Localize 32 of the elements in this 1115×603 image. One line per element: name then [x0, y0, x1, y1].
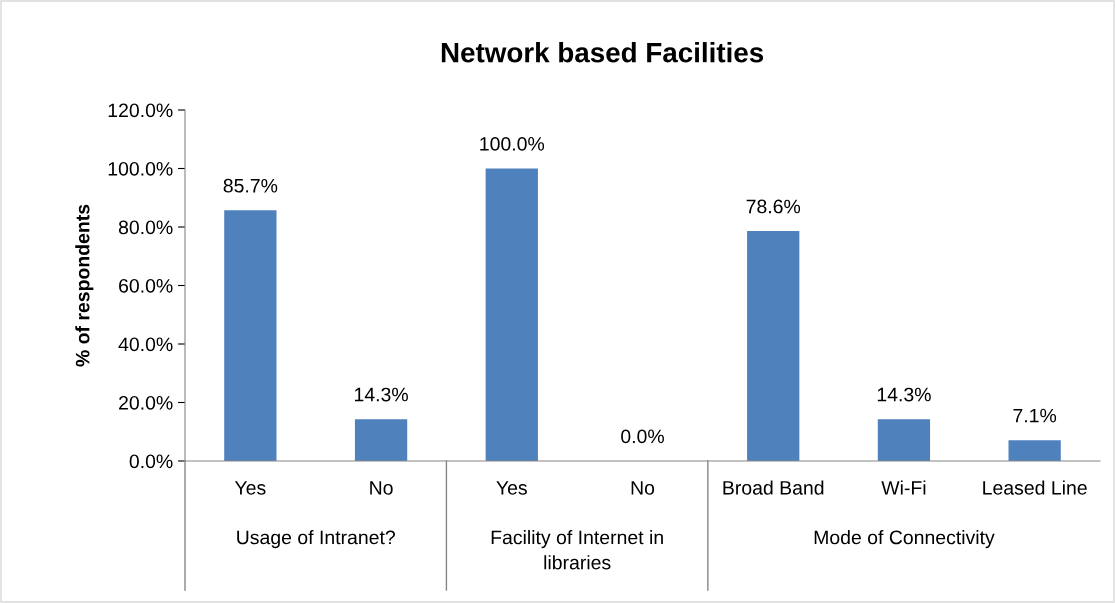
bar	[485, 168, 538, 461]
data-label: 78.6%	[746, 199, 801, 214]
y-tick-label: 60.0%	[119, 278, 173, 293]
y-tick-label: 40.0%	[118, 337, 173, 352]
text: Facility of Internet in libraries	[491, 530, 663, 570]
y-tick-label: 120.0%	[108, 103, 173, 118]
y-tick-label: 20.0%	[119, 395, 173, 410]
x-tick-label: No	[631, 481, 655, 495]
y-tick-label: 80.0%	[118, 220, 173, 235]
x-tick-label: Yes	[234, 481, 266, 495]
text: Usage of Intranet?	[237, 530, 395, 549]
chart-title: Network based Facilities	[441, 42, 764, 63]
data-label: 7.1%	[1013, 408, 1057, 423]
data-label: 14.3%	[877, 387, 931, 402]
data-label: 0.0%	[621, 429, 664, 444]
x-tick-label: Leased Line	[983, 480, 1087, 495]
bar	[354, 419, 408, 461]
x-tick-label: No	[370, 481, 393, 495]
bar	[747, 231, 800, 461]
data-label: 85.7%	[223, 178, 278, 193]
x-tick-label: Wi-Fi	[881, 480, 926, 495]
data-label: 14.3%	[354, 387, 408, 402]
bar	[877, 419, 931, 461]
y-tick-label: 100.0%	[108, 161, 173, 176]
text: Mode of Connectivity	[814, 530, 995, 549]
y-tick-label: 0.0%	[129, 454, 173, 469]
x-tick-label: Yes	[496, 481, 527, 495]
bar	[224, 210, 277, 461]
y-axis-title: % of respondents	[75, 204, 94, 367]
data-label: 100.0%	[480, 137, 545, 151]
x-tick-label: Broad Band	[723, 480, 824, 495]
bar	[1008, 440, 1061, 461]
